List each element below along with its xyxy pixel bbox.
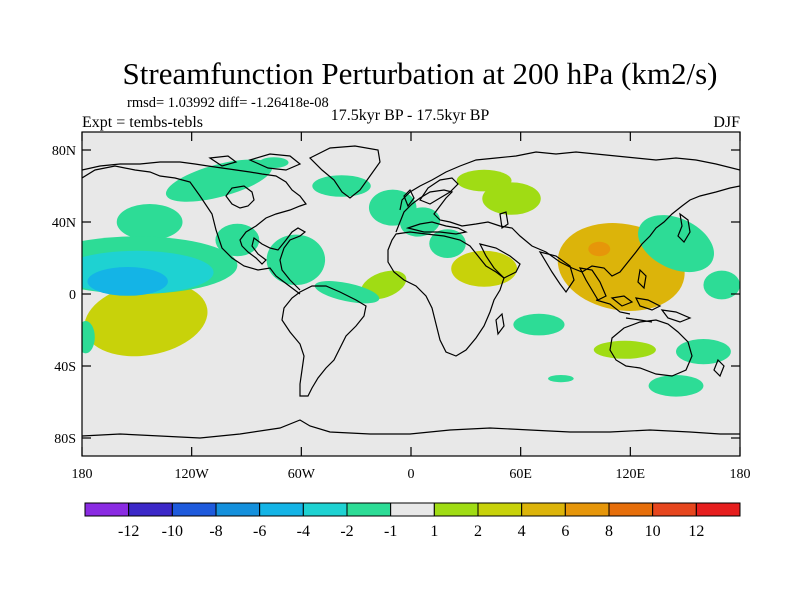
- xtick-label-4: 60E: [509, 467, 532, 482]
- stats-label: rmsd= 1.03992 diff= -1.26418e-08: [127, 95, 329, 111]
- ytick-label-3: 40S: [54, 360, 76, 375]
- coastline-new-zealand: [713, 358, 725, 378]
- field-blob-22: [593, 340, 656, 359]
- colorbar-label-1: -10: [162, 523, 183, 540]
- field-blob-21: [513, 313, 565, 336]
- field-blob-1: [312, 175, 371, 197]
- colorbar-box-7: [390, 502, 435, 517]
- colorbar-box-14: [695, 502, 741, 517]
- field-blob-4: [215, 223, 260, 257]
- coastline-north-america: [82, 161, 307, 295]
- center-label: 17.5kyr BP - 17.5kyr BP: [331, 107, 490, 124]
- colorbar-label-9: 4: [518, 523, 526, 540]
- field-blob-7: [400, 207, 441, 237]
- colorbar-label-7: 1: [430, 523, 438, 540]
- xtick-label-3: 0: [408, 467, 415, 482]
- xtick-label-0: 180: [72, 467, 93, 482]
- field-blob-13: [84, 282, 208, 357]
- coastline-arctic-islands: [208, 153, 302, 171]
- ytick-label-0: 80N: [52, 144, 76, 159]
- colorbar-box-4: [259, 502, 304, 517]
- colorbar-label-0: -12: [118, 523, 139, 540]
- map-area: [82, 132, 740, 456]
- field-blob-24: [648, 375, 704, 397]
- coastline-africa: [387, 231, 505, 357]
- colorbar-box-9: [477, 502, 523, 517]
- field-blob-27: [82, 321, 95, 354]
- colorbar-box-13: [652, 502, 697, 517]
- coastline-caspian: [499, 211, 509, 230]
- colorbar-box-0: [84, 502, 130, 517]
- coastline-new-guinea: [660, 309, 692, 323]
- colorbar-label-11: 8: [605, 523, 613, 540]
- colorbar-box-11: [564, 502, 610, 517]
- colorbar-box-1: [128, 502, 173, 517]
- field-blob-18: [588, 241, 611, 257]
- right-label: DJF: [713, 114, 740, 131]
- field-blob-20: [703, 270, 740, 300]
- field-blob-10: [482, 182, 541, 215]
- colorbar-label-5: -2: [340, 523, 353, 540]
- field-blob-19: [638, 215, 714, 273]
- xtick-label-6: 180: [730, 467, 751, 482]
- colorbar-box-5: [302, 502, 348, 517]
- coastline-india: [538, 251, 575, 294]
- xtick-label-1: 120W: [175, 467, 210, 482]
- xtick-label-5: 120E: [616, 467, 646, 482]
- field-blob-2: [259, 157, 289, 169]
- colorbar-label-6: -1: [384, 523, 397, 540]
- coastline-eurasia: [395, 151, 740, 277]
- field-blob-5: [116, 204, 183, 240]
- field-blob-6: [266, 234, 326, 285]
- coastline-madagascar: [495, 312, 505, 336]
- colorbar-box-3: [215, 502, 261, 517]
- colorbar-label-12: 10: [645, 523, 661, 540]
- left-label: Expt = tembs-tebls: [82, 114, 203, 131]
- colorbar-box-2: [171, 502, 217, 517]
- field-blob-23: [676, 339, 731, 365]
- colorbar-label-10: 6: [561, 523, 569, 540]
- map-axes: 180 120W 60W 0 60E 120E 180 80N 40N 0 40S 80S: [52, 132, 751, 482]
- colorbar-box-6: [346, 502, 392, 517]
- chart-title: Streamfunction Perturbation at 200 hPa (…: [123, 56, 718, 91]
- coastlines: [82, 145, 740, 439]
- field-blob-8: [429, 229, 466, 258]
- xtick-label-2: 60W: [288, 467, 316, 482]
- coastline-australia: [609, 319, 693, 377]
- colorbar-label-2: -8: [209, 523, 222, 540]
- coastline-arabia: [478, 243, 521, 279]
- field-blob-26: [314, 281, 380, 304]
- field-blob-0: [165, 159, 273, 202]
- ytick-label-2: 0: [69, 288, 76, 303]
- colorbar-box-12: [608, 502, 654, 517]
- coastline-indonesia: [595, 295, 662, 323]
- colorbar-box-10: [521, 502, 566, 517]
- field-blob-11: [451, 250, 518, 287]
- ytick-label-4: 80S: [54, 432, 76, 447]
- coastline-hudson-bay: [225, 185, 255, 209]
- field-blob-16: [87, 267, 168, 296]
- colorbar-label-13: 12: [688, 523, 704, 540]
- coastline-greenland: [308, 145, 381, 199]
- coastline-indochina: [578, 267, 607, 301]
- coastline-south-america: [281, 285, 367, 397]
- coastline-british-isles: [403, 188, 415, 208]
- colorbar-label-4: -4: [297, 523, 310, 540]
- colorbar: -12 -10 -8 -6 -4 -2 -1 1 2 4 6 8 10 12: [84, 502, 741, 540]
- field-contours: [82, 157, 740, 397]
- ytick-label-1: 40N: [52, 216, 76, 231]
- colorbar-label-8: 2: [474, 523, 482, 540]
- colorbar-box-8: [433, 502, 479, 517]
- coastline-philippines: [637, 268, 647, 290]
- colorbar-label-3: -6: [253, 523, 266, 540]
- coastline-japan: [677, 212, 691, 243]
- coastline-scandinavia: [419, 177, 459, 205]
- coastline-mediterranean: [405, 221, 468, 235]
- field-blob-25: [548, 375, 574, 383]
- coastline-antarctica: [82, 419, 740, 439]
